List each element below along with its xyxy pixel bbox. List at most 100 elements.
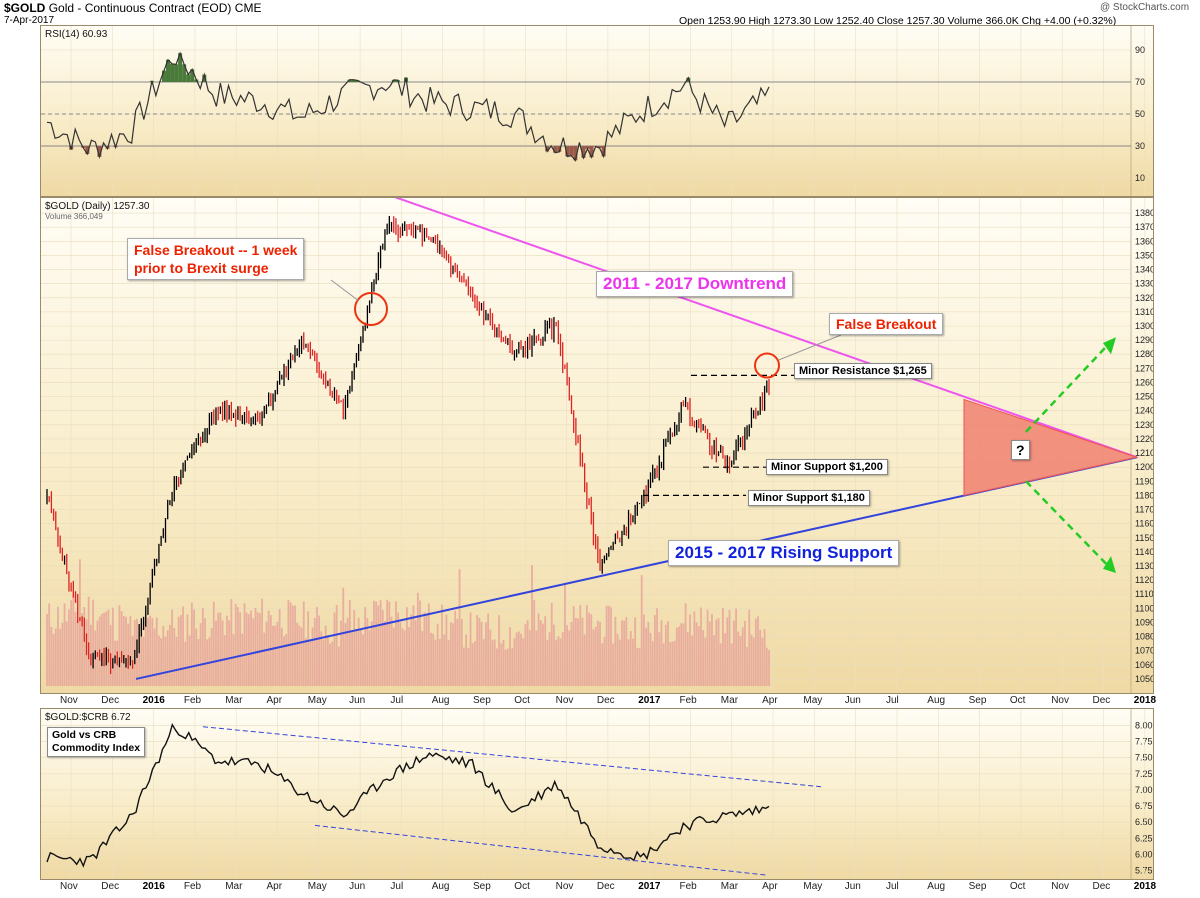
volume-bar	[601, 643, 604, 686]
y-tick-label: 1330	[1135, 279, 1154, 289]
false-breakout-circle	[754, 352, 780, 379]
volume-bar	[432, 633, 435, 686]
month-label: Aug	[927, 695, 946, 706]
volume-bar	[717, 618, 720, 686]
y-tick-label: 6.25	[1135, 833, 1153, 843]
volume-bar	[557, 636, 560, 686]
rsi-line	[46, 51, 770, 162]
volume-bar	[445, 614, 448, 686]
volume-bar	[234, 603, 237, 686]
volume-bar	[651, 641, 654, 686]
y-tick-label: 50	[1135, 109, 1145, 119]
volume-bar	[660, 620, 663, 686]
volume-bar	[221, 620, 224, 686]
volume-bar	[711, 614, 713, 686]
volume-bar	[237, 607, 239, 686]
y-tick-label: 7.75	[1135, 737, 1153, 747]
volume-bar	[412, 605, 415, 686]
volume-bar	[700, 607, 702, 686]
volume-bar	[118, 605, 121, 686]
volume-bar	[627, 639, 630, 686]
volume-bar	[258, 613, 261, 686]
volume-bar	[645, 627, 648, 686]
volume-bar	[436, 623, 439, 686]
up-arrow-head	[1103, 337, 1116, 355]
volume-bar	[537, 613, 540, 686]
downtrend-line	[394, 198, 1138, 459]
y-tick-label: 1190	[1135, 476, 1154, 486]
month-label: Mar	[720, 695, 739, 706]
volume-bar	[406, 607, 408, 686]
month-label: May	[803, 695, 823, 706]
volume-bar	[599, 621, 601, 686]
volume-bar	[147, 617, 149, 686]
volume-bar	[87, 596, 90, 686]
volume-bar	[629, 630, 632, 686]
volume-bar	[340, 620, 342, 686]
gold-crb-line	[46, 722, 770, 868]
volume-bar	[713, 635, 716, 686]
month-label: Sep	[968, 881, 987, 892]
month-label: Oct	[1009, 881, 1026, 892]
volume-bar	[585, 605, 588, 686]
volume-bar	[83, 607, 86, 686]
volume-bar	[498, 615, 500, 686]
volume-bar	[311, 627, 314, 686]
volume-bar	[625, 617, 628, 686]
volume-bar	[768, 650, 770, 686]
down-breakout-arrow	[1025, 480, 1112, 570]
volume-bar	[74, 611, 77, 686]
y-tick-label: 1130	[1135, 561, 1154, 571]
volume-bar	[564, 582, 566, 686]
month-label: 2017	[638, 881, 661, 892]
volume-bar	[421, 630, 424, 686]
volume-bar	[199, 623, 202, 686]
volume-bar	[667, 621, 669, 686]
volume-bar	[250, 610, 252, 686]
volume-bar	[342, 587, 345, 686]
volume-bar	[335, 605, 338, 686]
volume-bar	[305, 638, 307, 686]
price-panel: 1380 1370 1360 1350 1340 1330 1320 1310 1300 1290…	[40, 197, 1154, 694]
volume-bar	[201, 608, 204, 686]
y-tick-label: 1180	[1135, 490, 1154, 500]
volume-bar	[649, 632, 652, 686]
volume-bar	[522, 638, 525, 686]
y-tick-label: 1310	[1135, 307, 1154, 317]
volume-bar	[485, 622, 487, 686]
up-breakout-arrow	[1025, 340, 1112, 433]
volume-bar	[316, 606, 318, 686]
false-breakout-label: False Breakout	[829, 313, 944, 335]
volume-bar	[715, 619, 718, 686]
volume-bar	[144, 613, 147, 686]
y-tick-label: 1120	[1135, 575, 1154, 585]
volume-bar	[153, 628, 156, 686]
volume-bar	[542, 623, 544, 686]
volume-bar	[430, 632, 432, 686]
y-tick-label: 1380	[1135, 208, 1154, 218]
volume-bar	[228, 620, 231, 686]
volume-bar	[423, 612, 426, 686]
volume-bar	[298, 625, 301, 686]
month-label: May	[307, 695, 327, 706]
volume-bar	[54, 628, 57, 686]
month-label: Dec	[1092, 881, 1111, 892]
volume-bar	[634, 617, 637, 686]
volume-bar	[291, 605, 294, 686]
month-label: Feb	[679, 695, 697, 706]
volume-bar	[362, 634, 364, 686]
volume-bar	[491, 640, 494, 686]
month-label: Apr	[266, 695, 283, 706]
volume-bar	[151, 618, 154, 686]
volume-bar	[678, 626, 680, 686]
volume-bar	[572, 606, 575, 686]
volume-bar	[531, 564, 533, 686]
volume-bar	[373, 600, 375, 686]
volume-bar	[474, 641, 476, 686]
volume-bar	[384, 621, 386, 686]
volume-bar	[346, 617, 349, 686]
brexit-breakout-circle	[354, 292, 388, 327]
month-label: 2017	[638, 695, 661, 706]
volume-bar	[212, 601, 215, 686]
month-label: Sep	[473, 695, 491, 706]
